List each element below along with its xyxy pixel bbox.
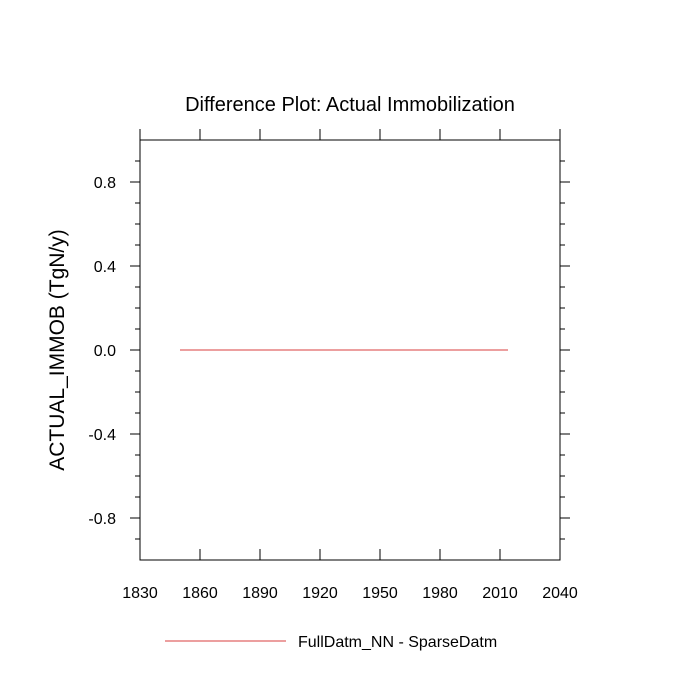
x-tick-label: 1950 xyxy=(362,585,398,602)
y-tick-label: -0.8 xyxy=(88,511,116,528)
y-tick-label: 0.4 xyxy=(94,259,116,276)
x-tick-label: 1860 xyxy=(182,585,218,602)
y-axis-label: ACTUAL_IMMOB (TgN/y) xyxy=(46,229,69,471)
legend: FullDatm_NN - SparseDatm xyxy=(165,634,497,651)
x-tick-label: 1980 xyxy=(422,585,458,602)
y-tick-label: -0.4 xyxy=(88,427,116,444)
chart-title: Difference Plot: Actual Immobilization xyxy=(185,94,515,116)
x-tick-label: 2040 xyxy=(542,585,578,602)
legend-label: FullDatm_NN - SparseDatm xyxy=(298,634,497,651)
x-tick-label: 2010 xyxy=(482,585,518,602)
y-axis: -0.8 -0.4 0.0 0.4 0.8 xyxy=(88,160,570,540)
x-axis: 1830 1860 1890 1920 1950 1980 2010 2040 xyxy=(122,129,578,602)
x-tick-label: 1830 xyxy=(122,585,158,602)
y-tick-label: 0.8 xyxy=(94,175,116,192)
x-tick-label: 1920 xyxy=(302,585,338,602)
y-tick-label: 0.0 xyxy=(94,343,116,360)
x-tick-label: 1890 xyxy=(242,585,278,602)
